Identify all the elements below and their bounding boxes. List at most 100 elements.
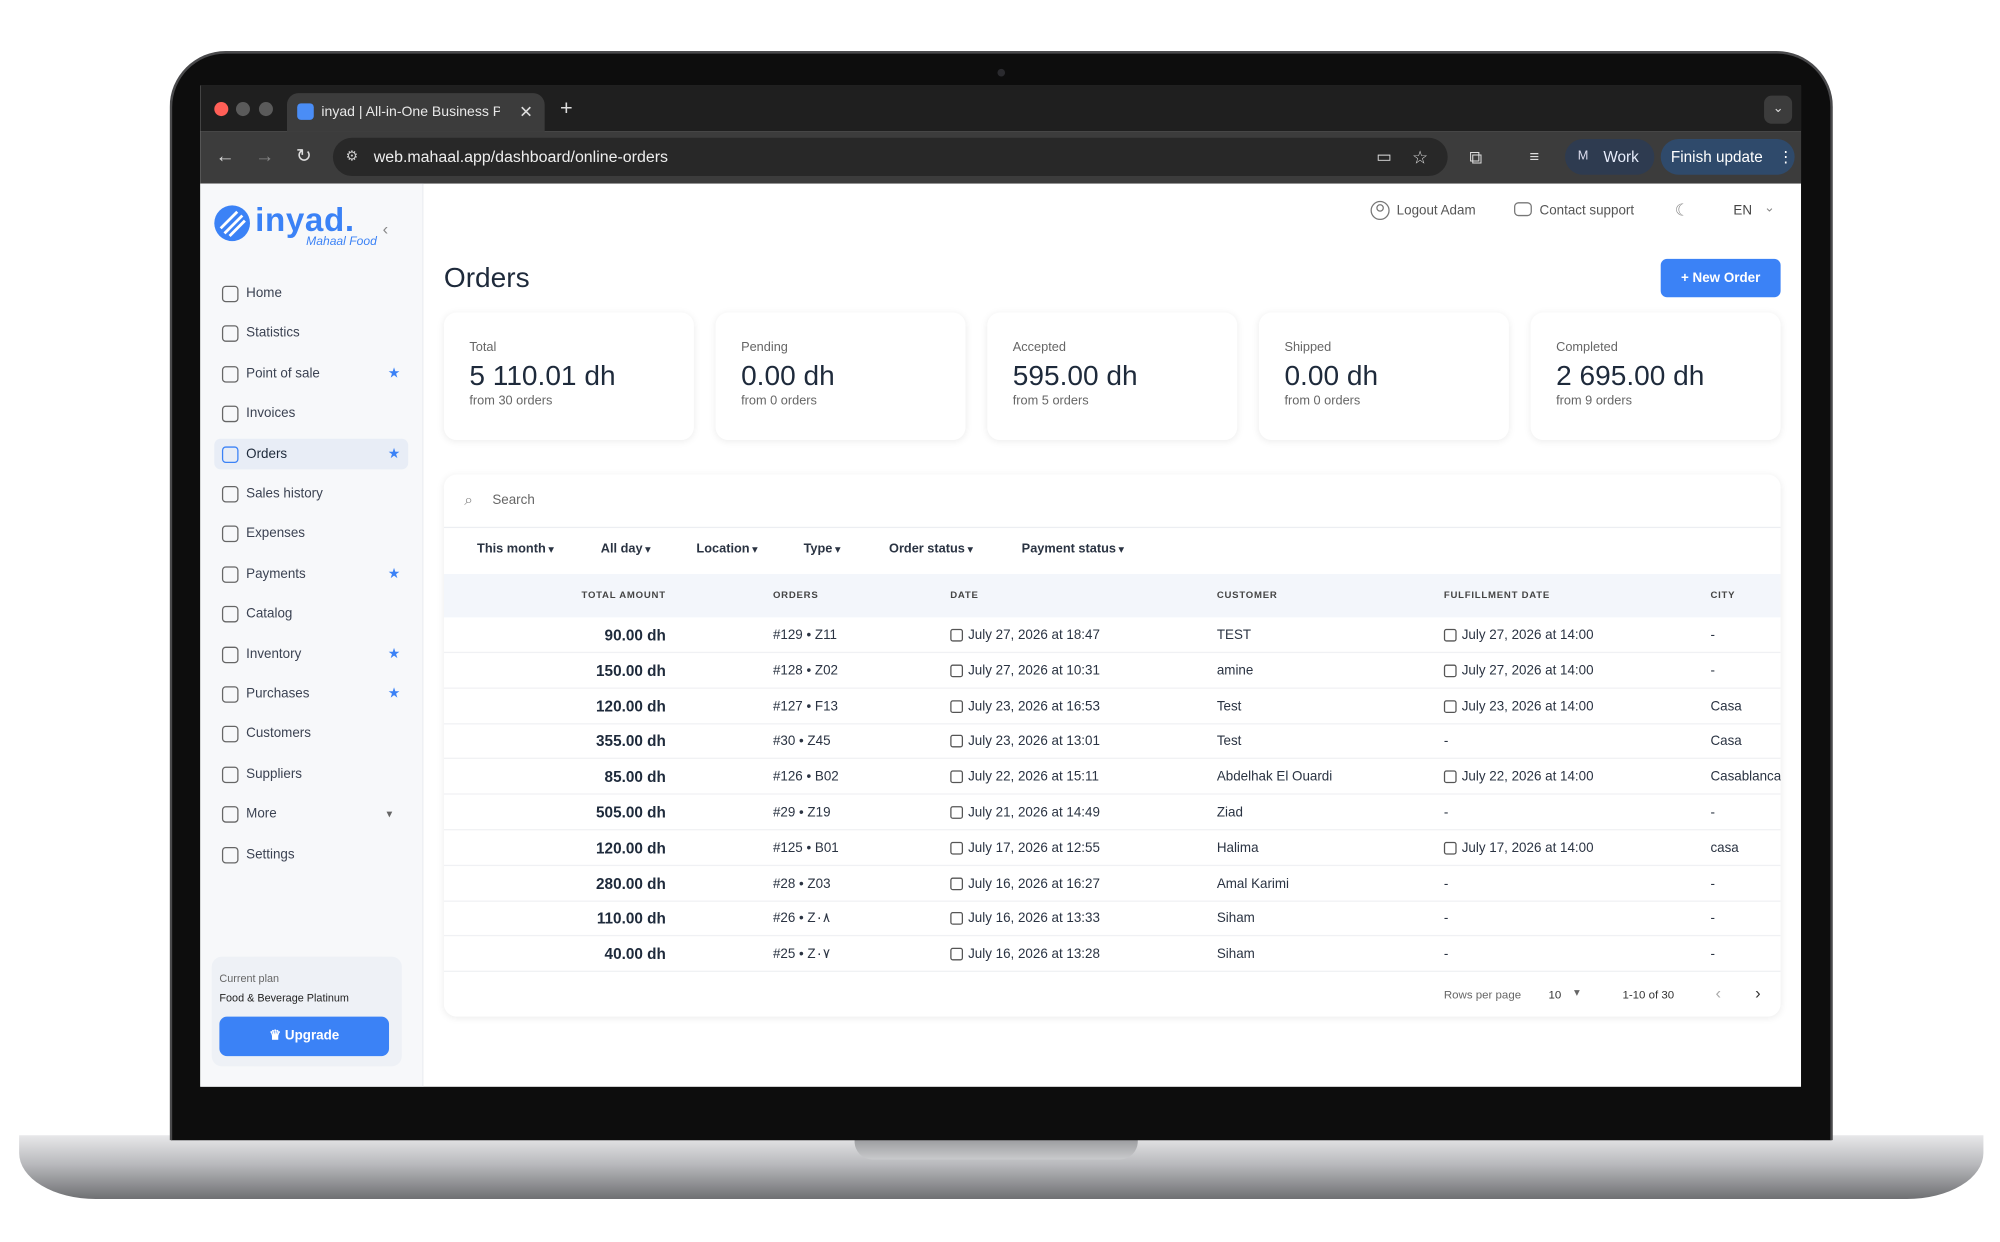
table-cell: Test [1216,698,1242,714]
next-page[interactable]: › [1755,983,1761,1003]
table-cell: July 23, 2026 at 14:00 [1461,698,1594,714]
filter-dropdown[interactable]: Type ▾ [804,540,841,560]
nav-item[interactable]: Catalog [246,606,293,622]
minimize-window[interactable] [235,102,250,117]
order-total: 120.00 dh [596,839,666,857]
filter-dropdown[interactable]: This month ▾ [477,540,554,560]
language[interactable]: EN [1733,202,1753,219]
table-cell[interactable]: #125 • B01 [772,840,839,856]
column-header: ORDERS [772,589,819,601]
caret: ▾ [545,543,554,555]
calendar-icon [1443,841,1457,855]
caret: ▾ [964,543,973,555]
search-input[interactable]: Search [492,492,535,508]
tab-search[interactable]: ⌄ [1764,95,1793,124]
stat-card: Completed 2 695.00 dh from 9 orders [1530,312,1781,441]
new-order-button[interactable]: + New Order [1660,258,1781,298]
nav-item[interactable]: Point of sale [246,365,320,382]
new-tab[interactable]: + [559,95,573,120]
table-cell: July 23, 2026 at 13:01 [968,733,1100,750]
table-cell[interactable]: #126 • B02 [772,769,839,785]
filter-dropdown[interactable]: Location ▾ [696,540,757,560]
logout[interactable]: Logout Adam [1396,202,1476,219]
table-cell: - [1443,804,1449,821]
table-cell[interactable]: #127 • F13 [772,698,838,714]
row-divider [443,899,1781,902]
nav-item[interactable]: Customers [246,726,311,742]
nav-item[interactable]: Payments [246,566,306,582]
calendar-icon [950,664,964,678]
nav-item[interactable]: Suppliers [246,766,303,782]
address-bar[interactable]: ⚙ web.mahaal.app/dashboard/online-orders… [332,137,1448,177]
table-cell: July 16, 2026 at 13:33 [968,911,1100,927]
rows-per-page[interactable]: 10 [1548,988,1562,1002]
extensions[interactable]: ⧉ [1469,146,1483,168]
stat-label: Completed [1556,340,1618,355]
caret: ▾ [642,543,651,555]
profile-pill[interactable]: M Work [1565,139,1655,175]
logo: inyad. [255,200,355,239]
bookmark[interactable]: ☆ [1411,146,1429,168]
reload[interactable]: ↻ [295,145,312,168]
table-cell: July 17, 2026 at 14:00 [1461,840,1594,856]
table-cell[interactable]: #28 • Z03 [772,875,831,892]
row-divider [443,687,1781,689]
row-divider [443,864,1781,866]
table-cell: Casablanca [1710,769,1781,785]
nav-item[interactable]: Statistics [246,325,300,342]
table-cell: July 17, 2026 at 12:55 [968,840,1100,856]
install-icon[interactable]: ▭ [1376,146,1392,166]
nav-item[interactable]: Orders [246,445,288,462]
nav-star: ★ [387,686,401,702]
search-icon: ⌕ [464,491,473,509]
close-window[interactable] [214,102,229,117]
table-cell[interactable]: #29 • Z19 [772,804,831,821]
table-cell[interactable]: #25 • Z٠٧ [772,946,831,962]
stat-card: Shipped 0.00 dh from 0 orders [1258,312,1509,441]
nav-item[interactable]: Purchases [246,686,310,702]
tab-close[interactable]: ✕ [519,102,534,122]
collapse[interactable]: ‹ [382,219,389,239]
nav-icon [221,726,239,743]
table-cell[interactable]: #30 • Z45 [772,733,831,750]
table-cell: Ziad [1216,804,1243,821]
active-tab[interactable]: inyad | All-in-One Business P ✕ [286,93,545,132]
url: web.mahaal.app/dashboard/online-orders [373,147,669,166]
theme-toggle[interactable]: ☾ [1674,200,1690,220]
nav-item[interactable]: Inventory [246,646,302,662]
nav-item[interactable]: Expenses [246,526,306,542]
nav-item[interactable]: Invoices [246,405,296,422]
filter-dropdown[interactable]: Order status ▾ [889,540,973,560]
table-cell[interactable]: #128 • Z02 [772,663,838,679]
calendar-icon [1443,628,1457,642]
order-total: 280.00 dh [596,874,666,893]
nav-item[interactable]: Sales history [246,485,323,502]
column-header: CITY [1710,589,1736,601]
nav-item[interactable]: More [246,806,277,822]
nav-item[interactable]: Settings [246,846,295,862]
table-cell[interactable]: #129 • Z11 [772,627,837,643]
order-total: 150.00 dh [596,661,666,680]
table-cell[interactable]: #26 • Z٠٨ [772,911,831,927]
upgrade-button[interactable]: ♛ Upgrade [219,1016,390,1057]
stat-label: Shipped [1284,340,1332,355]
support[interactable]: Contact support [1539,202,1635,219]
forward[interactable]: → [255,145,275,168]
caret: ▾ [749,543,758,555]
nav-icon [221,806,239,823]
media[interactable]: ≡ [1529,146,1540,166]
table-cell: - [1443,733,1449,750]
toolbar: ← → ↻ ⚙ web.mahaal.app/dashboard/online-… [200,131,1802,184]
maximize-window[interactable] [258,102,273,117]
nav-item[interactable]: Home [246,285,282,302]
filter-dropdown[interactable]: Payment status ▾ [1022,540,1124,560]
nav-star: ★ [387,646,401,662]
site-info[interactable]: ⚙ [345,149,359,165]
calendar-icon [950,841,964,855]
back[interactable]: ← [215,145,235,168]
update-pill[interactable]: Finish update ⋮ [1660,139,1795,175]
caret: ▾ [832,543,841,555]
page-range: 1-10 of 30 [1622,988,1675,1002]
prev-page[interactable]: ‹ [1715,983,1722,1003]
filter-dropdown[interactable]: All day ▾ [601,540,651,560]
